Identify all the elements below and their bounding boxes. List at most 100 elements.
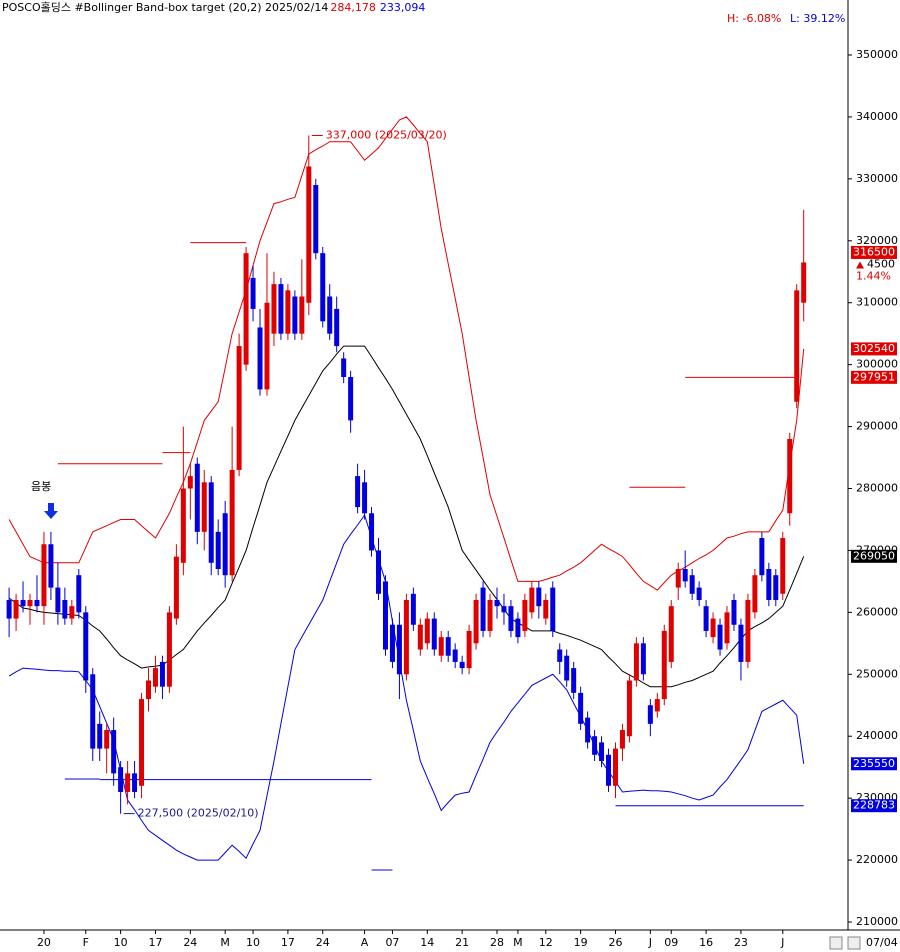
band-end-label: 269050 xyxy=(853,549,895,562)
candle-body xyxy=(766,569,772,600)
candle-body xyxy=(612,748,618,786)
x-tick-label: 14 xyxy=(420,936,434,949)
candle-body xyxy=(20,599,26,607)
chart-header: POSCO홀딩스 #Bollinger Band-box target (20,… xyxy=(2,1,425,14)
candle-body xyxy=(619,730,625,749)
candle-body xyxy=(752,575,758,613)
band-end-label-box xyxy=(851,757,897,771)
candle-body xyxy=(376,550,382,594)
price-label: 316500 xyxy=(853,245,895,258)
candle-body xyxy=(689,575,695,594)
candle-body xyxy=(515,618,521,638)
candle-body xyxy=(13,599,19,619)
tool-icon[interactable] xyxy=(829,936,843,950)
candle-body xyxy=(306,166,312,303)
band-line xyxy=(8,116,805,591)
low-percent: L: 39.12% xyxy=(790,12,845,25)
x-tick-label: 10 xyxy=(246,936,260,949)
candle-body xyxy=(257,327,263,390)
y-tick-label: 350000 xyxy=(856,48,898,61)
candle-body xyxy=(90,674,96,749)
y-tick-label: 290000 xyxy=(856,420,898,433)
candle-body xyxy=(745,599,751,662)
annotation-label: 337,000 (2025/03/20) xyxy=(326,129,447,142)
candle-body xyxy=(410,593,416,625)
candle-body xyxy=(118,767,124,792)
candle-body xyxy=(668,606,674,662)
candle-body xyxy=(62,599,68,619)
target-label-box xyxy=(851,370,897,384)
candle-body xyxy=(278,284,284,334)
candle-body xyxy=(654,699,660,712)
candle-body xyxy=(48,544,54,588)
candle-body xyxy=(159,661,165,687)
candle-body xyxy=(152,668,158,687)
high-percent: H: -6.08% xyxy=(727,12,781,25)
candle-body xyxy=(438,637,444,656)
candle-body xyxy=(445,637,451,656)
candle-body xyxy=(215,531,221,570)
price-box xyxy=(851,245,897,259)
candle-body xyxy=(633,643,639,681)
y-tick-label: 250000 xyxy=(856,667,898,680)
candle-body xyxy=(222,513,228,576)
candle-body xyxy=(773,575,779,600)
candle-body xyxy=(229,469,235,576)
candle-body xyxy=(208,482,214,563)
candle-body xyxy=(285,290,291,334)
candle-body xyxy=(299,296,305,334)
candle-body xyxy=(41,544,47,607)
candle-body xyxy=(466,630,472,669)
x-tick-label: 09 xyxy=(664,936,678,949)
target-label: 297951 xyxy=(853,370,895,383)
candle-body xyxy=(69,606,75,619)
candle-body xyxy=(599,742,605,761)
candle-body xyxy=(389,624,395,662)
candle-body xyxy=(334,308,340,347)
band-end-label-box xyxy=(851,549,897,563)
header-low: 233,094 xyxy=(380,1,426,14)
candle-body xyxy=(396,624,402,675)
candle-body xyxy=(55,587,61,613)
candle-body xyxy=(501,606,507,613)
candle-body xyxy=(417,624,423,650)
candle-body xyxy=(592,736,598,755)
candle-body xyxy=(717,624,723,650)
x-tick-label: 17 xyxy=(148,936,162,949)
candle-body xyxy=(494,599,500,607)
candle-body xyxy=(459,661,465,669)
candle-body xyxy=(787,438,793,514)
candle-body xyxy=(738,624,744,662)
candle-body xyxy=(647,705,653,724)
x-tick-label: 17 xyxy=(281,936,295,949)
candle-body xyxy=(341,358,347,378)
tool-icon[interactable] xyxy=(847,936,861,950)
candle-body xyxy=(173,556,179,619)
candle-body xyxy=(132,773,138,792)
candle-body xyxy=(313,185,319,254)
candle-body xyxy=(250,277,256,309)
candle-body xyxy=(626,680,632,737)
candle-body xyxy=(564,655,570,681)
x-tick-label: J xyxy=(648,936,652,949)
candle-body xyxy=(264,302,270,390)
candle-body xyxy=(201,482,207,532)
candle-body xyxy=(759,538,765,576)
candle-body xyxy=(578,692,584,724)
x-tick-label: 16 xyxy=(699,936,713,949)
band-line xyxy=(8,513,805,861)
y-tick-label: 280000 xyxy=(856,482,898,495)
candle-body xyxy=(34,599,40,607)
candle-body xyxy=(522,599,528,631)
candle-body xyxy=(550,587,556,631)
band-end-label: 235550 xyxy=(853,757,895,770)
candle-body xyxy=(355,476,361,508)
candle-body xyxy=(606,754,612,786)
candle-body xyxy=(187,476,193,489)
header-high: 284,178 xyxy=(330,1,376,14)
candle-body xyxy=(97,723,103,749)
candle-body xyxy=(369,513,375,551)
x-tick-label: F xyxy=(83,936,89,949)
